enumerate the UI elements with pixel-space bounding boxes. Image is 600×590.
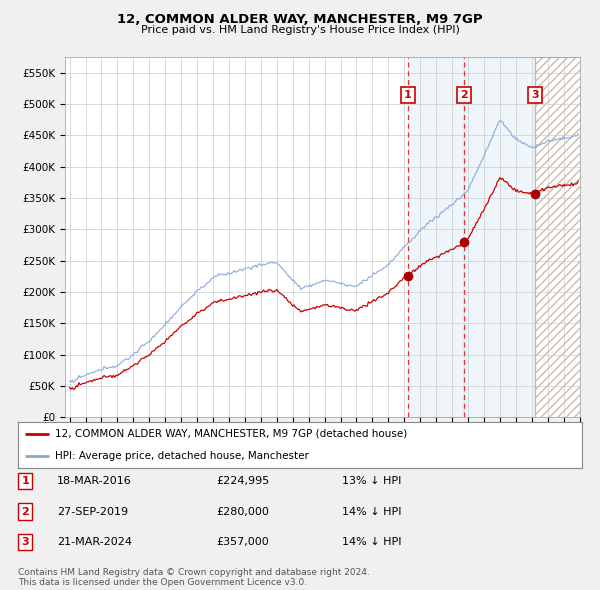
Text: 27-SEP-2019: 27-SEP-2019 [57,507,128,516]
Text: 2: 2 [460,90,468,100]
Text: 14% ↓ HPI: 14% ↓ HPI [342,507,401,516]
Text: 2: 2 [22,507,29,516]
Text: 12, COMMON ALDER WAY, MANCHESTER, M9 7GP (detached house): 12, COMMON ALDER WAY, MANCHESTER, M9 7GP… [55,429,407,439]
Text: £357,000: £357,000 [216,537,269,547]
Text: 14% ↓ HPI: 14% ↓ HPI [342,537,401,547]
Text: Price paid vs. HM Land Registry's House Price Index (HPI): Price paid vs. HM Land Registry's House … [140,25,460,35]
Bar [535,57,580,417]
Text: 18-MAR-2016: 18-MAR-2016 [57,476,132,486]
Text: 3: 3 [22,537,29,547]
Text: £280,000: £280,000 [216,507,269,516]
Text: 1: 1 [404,90,412,100]
Bar [407,57,464,417]
Bar [535,57,580,417]
Bar [464,57,535,417]
Text: 13% ↓ HPI: 13% ↓ HPI [342,476,401,486]
Text: Contains HM Land Registry data © Crown copyright and database right 2024.
This d: Contains HM Land Registry data © Crown c… [18,568,370,587]
Text: 21-MAR-2024: 21-MAR-2024 [57,537,132,547]
Text: 3: 3 [532,90,539,100]
Text: £224,995: £224,995 [216,476,269,486]
Text: 1: 1 [22,476,29,486]
Text: 12, COMMON ALDER WAY, MANCHESTER, M9 7GP: 12, COMMON ALDER WAY, MANCHESTER, M9 7GP [117,13,483,26]
Text: HPI: Average price, detached house, Manchester: HPI: Average price, detached house, Manc… [55,451,308,461]
